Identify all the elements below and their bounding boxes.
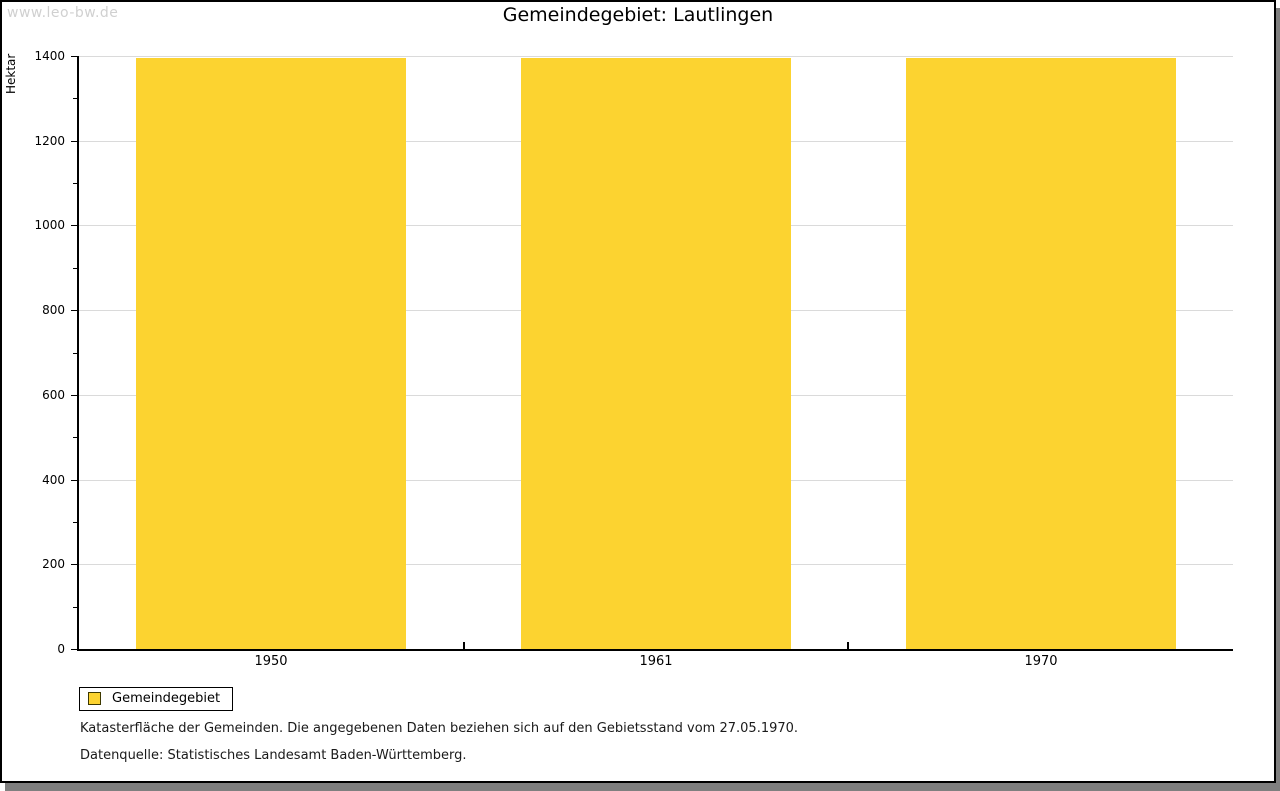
y-tick-minor [73,437,77,438]
y-tick-major [71,225,77,226]
y-tick-label: 200 [42,557,65,571]
x-category-divider-tick [847,642,849,649]
y-tick-major [71,56,77,57]
bar [906,58,1176,649]
y-tick-minor [73,522,77,523]
y-tick-minor [73,353,77,354]
y-tick-label: 600 [42,388,65,402]
y-tick-label: 1200 [34,134,65,148]
y-tick-label: 1000 [34,218,65,232]
x-category-label: 1961 [639,654,673,669]
watermark: www.leo-bw.de [7,5,119,21]
legend-label: Gemeindegebiet [112,691,221,706]
y-tick-minor [73,268,77,269]
page-title: Gemeindegebiet: Lautlingen [502,4,774,26]
y-tick-major [71,649,77,650]
footnote-source-note: Katasterfläche der Gemeinden. Die angege… [80,721,799,736]
y-tick-major [71,564,77,565]
legend: Gemeindegebiet [79,687,234,711]
y-gridline [79,56,1233,57]
y-tick-label: 1400 [34,49,65,63]
y-tick-major [71,141,77,142]
plot-area: 0 200 400 600 800 1000 1200 1400 1950 1961 1970 [34,49,1233,669]
x-category-label: 1970 [1024,654,1058,669]
y-tick-minor [73,183,77,184]
y-tick-label: 800 [42,303,65,317]
footnote-data-source: Datenquelle: Statistisches Landesamt Bad… [80,748,467,763]
y-tick-label: 0 [57,642,65,656]
legend-swatch-icon [88,692,101,705]
y-tick-minor [73,607,77,608]
x-category-divider-tick [463,642,465,649]
y-tick-major [71,480,77,481]
x-category-label: 1950 [254,654,288,669]
y-tick-label: 400 [42,473,65,487]
bar [136,58,406,649]
y-tick-minor [73,98,77,99]
y-tick-major [71,395,77,396]
y-tick-major [71,310,77,311]
bar [521,58,791,649]
